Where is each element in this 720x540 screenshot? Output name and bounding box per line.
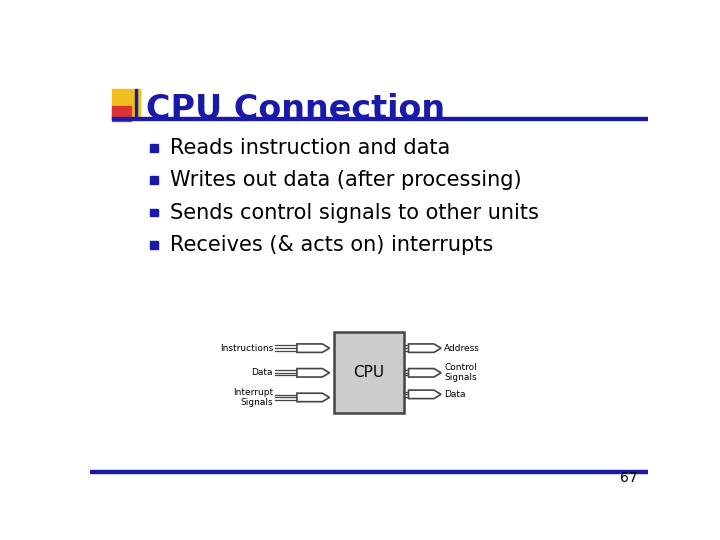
Text: Receives (& acts on) interrupts: Receives (& acts on) interrupts	[170, 235, 493, 255]
Text: Sends control signals to other units: Sends control signals to other units	[170, 202, 539, 222]
Text: Address: Address	[444, 343, 480, 353]
Text: Data: Data	[444, 390, 466, 399]
Bar	[150, 144, 158, 152]
Bar	[150, 209, 158, 217]
Bar	[112, 90, 140, 117]
Text: Data: Data	[251, 368, 273, 377]
Text: Control
Signals: Control Signals	[444, 363, 477, 382]
Bar	[90, 470, 648, 473]
Polygon shape	[408, 369, 441, 377]
Text: Interrupt
Signals: Interrupt Signals	[233, 388, 273, 407]
Polygon shape	[297, 344, 330, 353]
Bar	[150, 241, 158, 249]
Text: CPU Connection: CPU Connection	[145, 93, 445, 126]
Polygon shape	[297, 369, 330, 377]
Text: Reads instruction and data: Reads instruction and data	[170, 138, 450, 158]
Bar	[112, 117, 648, 120]
Bar	[150, 177, 158, 184]
Text: CPU: CPU	[354, 365, 384, 380]
Polygon shape	[408, 344, 441, 353]
Text: Writes out data (after processing): Writes out data (after processing)	[170, 170, 521, 190]
Bar	[135, 90, 138, 117]
Bar	[334, 333, 404, 413]
Bar	[112, 106, 131, 121]
Polygon shape	[297, 393, 330, 402]
Polygon shape	[408, 390, 441, 399]
Text: Instructions: Instructions	[220, 343, 273, 353]
Text: 67: 67	[619, 471, 637, 485]
